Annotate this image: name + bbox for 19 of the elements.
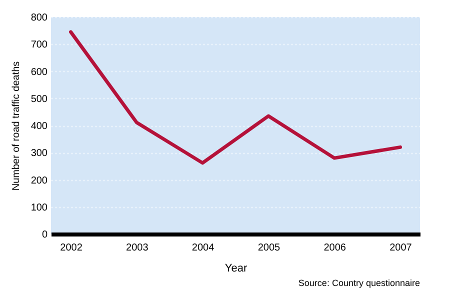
- y-tick-label: 400: [30, 121, 48, 132]
- x-tick-label: 2003: [126, 242, 149, 254]
- y-axis-title: Number of road traffic deaths: [10, 61, 22, 191]
- y-tick-label: 800: [30, 12, 48, 24]
- x-tick-label: 2005: [258, 242, 281, 254]
- y-tick-label: 700: [30, 40, 48, 51]
- x-tick-label: 2004: [192, 242, 215, 254]
- source-note: Source: Country questionnaire: [298, 278, 420, 288]
- line-series: [69, 30, 402, 165]
- y-tick-label: 200: [30, 175, 48, 186]
- y-tick-label: 100: [30, 202, 48, 214]
- y-tick-label: 300: [30, 148, 48, 160]
- x-tick-label: 2007: [390, 242, 412, 254]
- x-tick-label: 2006: [324, 242, 346, 254]
- y-tick-label: 0: [42, 230, 48, 240]
- y-tick-label: 600: [30, 66, 48, 78]
- x-tick-label: 2002: [60, 242, 83, 254]
- x-axis-title: Year: [224, 262, 248, 274]
- y-tick-label: 500: [30, 94, 48, 105]
